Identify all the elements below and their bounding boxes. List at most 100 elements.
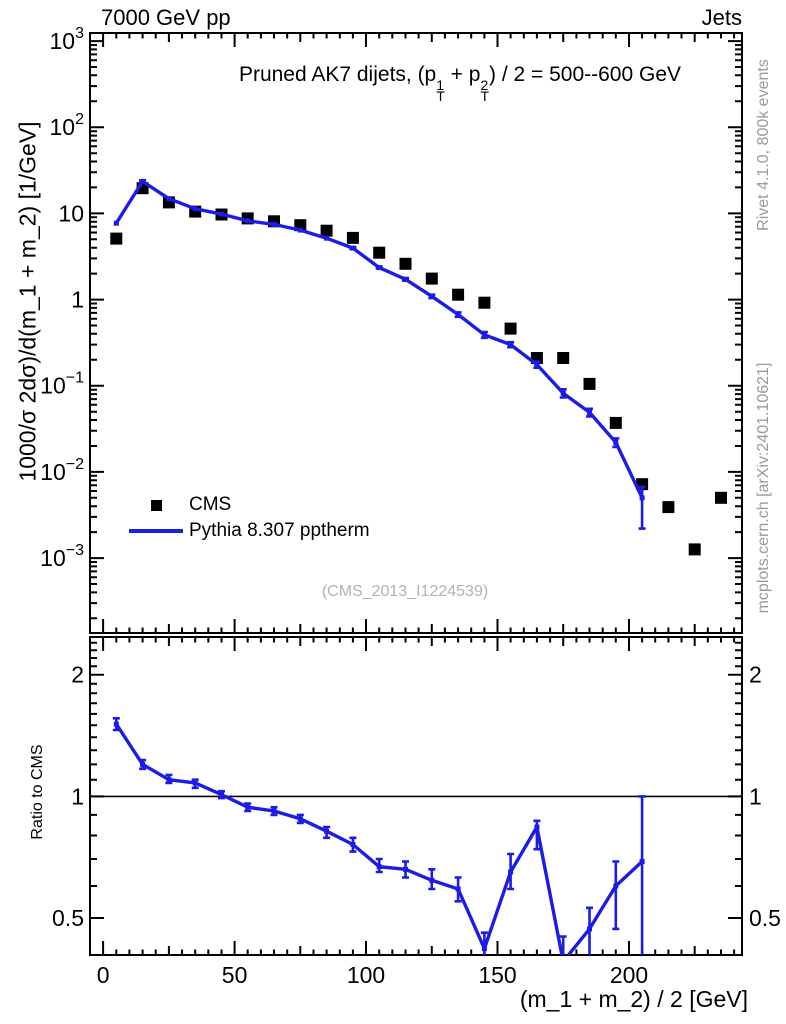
main-y-tick-label: 103 [50,25,85,54]
ratio-y-tick-label-left: 2 [71,662,84,688]
pythia-data-point [429,877,435,883]
pythia-data-point [192,206,198,212]
error-bars [139,179,646,530]
cms-data-point [399,257,412,270]
pythia-line [114,179,644,499]
main-y-tick-label: 1 [71,287,84,313]
cms-data-point [504,322,517,335]
pythia-data-point [297,816,303,822]
cms-data-point [452,288,465,301]
pythia-line-icon [127,529,185,533]
mcplots-reference-text: mcplots.cern.ch [arXiv:2401.10621] [755,362,772,614]
pythia-data-point [403,866,408,872]
pythia-data-point [481,332,487,338]
pythia-data-point [324,828,330,834]
pythia-data-point [561,959,566,964]
pythia-data-point [140,761,146,767]
main-y-axis-title: 1000/σ 2dσ)/d(m_1 + m_2) [1/GeV] [14,121,41,482]
legend-label: Pythia 8.307 pptherm [189,520,370,541]
pythia-data-point [481,946,487,952]
x-tick-label: 200 [610,962,648,988]
ratio-y-axis-title: Ratio to CMS [29,744,46,840]
pythia-data-point [455,886,461,892]
ratio-y-tick-label-right: 1 [749,783,762,809]
cms-data-point [583,377,596,390]
x-tick-label: 50 [222,962,248,988]
cms-square-icon [127,499,185,511]
legend-item-cms: CMS [127,492,370,518]
pythia-data-point [350,245,356,251]
beam-energy-title: 7000 GeV pp [101,5,231,30]
legend: CMS Pythia 8.307 pptherm [127,492,370,544]
cms-data-point [373,246,386,259]
pythia-data-point [350,842,356,847]
pythia-data-point [192,780,198,786]
process-title: Jets [701,5,742,30]
pythia-data-point [140,178,146,184]
legend-label: CMS [189,494,232,515]
cms-data-point [715,491,727,504]
cms-data-point [662,501,675,514]
pythia-data-point [113,721,119,727]
pythia-data-point [587,409,592,415]
pythia-data-point [429,293,435,299]
pythia-data-point [166,196,172,202]
ratio-y-tick-label-right: 2 [749,662,762,688]
x-tick-label: 100 [347,962,385,988]
pythia-data-point [271,221,277,227]
pythia-data-point [613,439,619,445]
pythia-data-point [613,883,619,889]
ratio-y-tick-label-right: 0.5 [749,905,781,931]
cms-data-point [688,543,701,556]
series-group [110,178,727,556]
cms-data-point [425,272,438,285]
cms-data-point [478,296,491,309]
x-tick-label: 150 [478,962,516,988]
pythia-data-point [403,276,408,282]
pythia-data-point [271,808,277,814]
pythia-data-point [113,220,119,226]
cms-data-point [320,224,333,237]
pythia-data-point [508,342,514,348]
main-y-tick-label: 10−1 [40,370,84,399]
x-tick-label: 0 [97,962,110,988]
pythia-data-point [639,859,645,864]
pythia-data-point [534,362,540,368]
pythia-data-point [587,926,592,932]
main-y-tick-label: 10 [58,200,84,226]
x-axis-title: (m_1 + m_2) / 2 [GeV] [519,986,748,1012]
pythia-data-point [376,864,382,870]
main-y-tick-label: 102 [50,111,85,140]
pythia-data-point [245,804,251,810]
pythia-data-point [639,495,645,501]
legend-item-pythia: Pythia 8.307 pptherm [127,518,370,544]
pythia-data-point [534,824,540,830]
pythia-line [114,723,644,955]
observable-title: Pruned AK7 dijets, (p 1 T + p 2 T) / 2 = 500… [238,63,682,104]
main-y-axis-ticks [90,40,742,620]
pythia-data-point [166,777,172,783]
cms-data-point [110,232,123,245]
analysis-id-watermark: (CMS_2013_I1224539) [321,583,489,600]
rivet-version-text: Rivet 4.1.0, 800k events [755,59,772,231]
ratio-y-axis-ticks [90,641,742,919]
main-y-tick-label: 10−3 [40,542,84,571]
ratio-y-tick-label-left: 0.5 [52,905,84,931]
cms-data-point [346,231,359,244]
pythia-data-point [455,312,461,317]
pythia-data-point [508,869,514,875]
pythia-data-point [297,227,303,233]
main-y-tick-label: 10−2 [40,456,84,485]
cms-data-point [609,416,622,429]
x-axis-ticks [102,33,736,955]
series-group [112,717,646,964]
pythia-data-point [219,211,224,217]
pythia-data-point [376,265,382,271]
pythia-data-point [560,390,566,396]
cms-data-point [557,352,570,364]
pythia-data-point [245,218,251,224]
pythia-data-point [219,792,224,798]
